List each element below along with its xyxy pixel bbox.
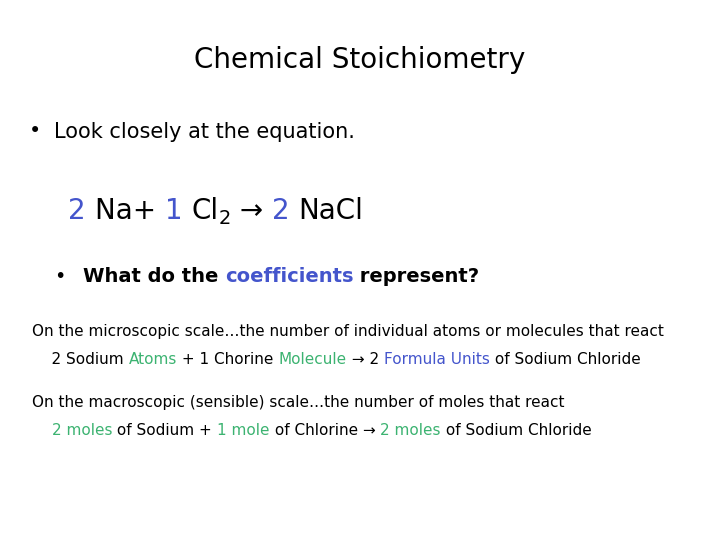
Text: Look closely at the equation.: Look closely at the equation. (54, 122, 355, 141)
Text: Formula Units: Formula Units (384, 352, 490, 367)
Text: → 2: → 2 (346, 352, 384, 367)
Text: On the microscopic scale…the number of individual atoms or molecules that react: On the microscopic scale…the number of i… (32, 324, 665, 339)
Text: •: • (54, 267, 66, 286)
Text: On the macroscopic (sensible) scale…the number of moles that react: On the macroscopic (sensible) scale…the … (32, 395, 565, 410)
Text: of Sodium Chloride: of Sodium Chloride (490, 352, 640, 367)
Text: 2 moles: 2 moles (52, 423, 112, 438)
Text: coefficients: coefficients (225, 267, 354, 286)
Text: 2 moles: 2 moles (380, 423, 441, 438)
Text: NaCl: NaCl (298, 197, 364, 225)
Text: 2: 2 (272, 197, 298, 225)
Text: 2: 2 (68, 197, 95, 225)
Text: Na+: Na+ (95, 197, 165, 225)
Text: of Chlorine →: of Chlorine → (269, 423, 380, 438)
Text: Chemical Stoichiometry: Chemical Stoichiometry (194, 46, 526, 74)
Text: of Sodium Chloride: of Sodium Chloride (441, 423, 591, 438)
Text: What do the: What do the (83, 267, 225, 286)
Text: represent?: represent? (354, 267, 480, 286)
Text: →: → (231, 197, 272, 225)
Text: + 1 Chorine: + 1 Chorine (177, 352, 279, 367)
Text: 2 Sodium: 2 Sodium (32, 352, 129, 367)
Text: Atoms: Atoms (129, 352, 177, 367)
Text: 1 mole: 1 mole (217, 423, 269, 438)
Text: •: • (29, 122, 41, 141)
Text: Molecule: Molecule (279, 352, 346, 367)
Text: 2: 2 (219, 209, 231, 228)
Text: of Sodium +: of Sodium + (112, 423, 217, 438)
Text: 1: 1 (165, 197, 192, 225)
Text: Cl: Cl (192, 197, 219, 225)
